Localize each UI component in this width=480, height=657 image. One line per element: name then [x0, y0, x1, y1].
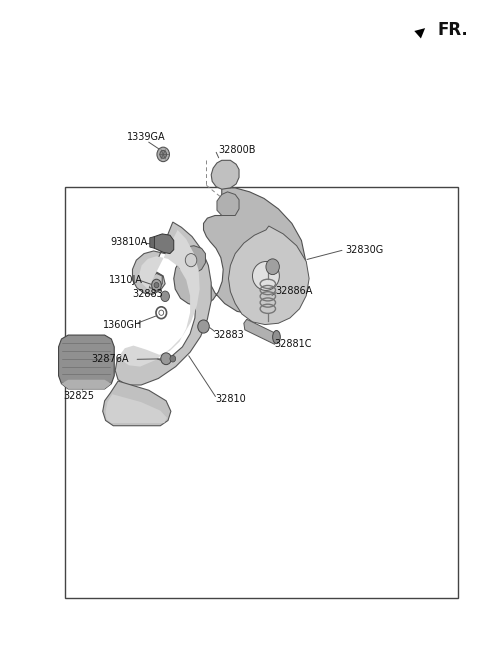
Polygon shape — [61, 380, 111, 389]
Polygon shape — [106, 394, 167, 423]
Polygon shape — [152, 234, 174, 254]
Polygon shape — [59, 335, 114, 389]
Text: 1339GA: 1339GA — [127, 131, 166, 142]
Text: 1310JA: 1310JA — [109, 275, 143, 285]
Polygon shape — [121, 230, 200, 367]
Ellipse shape — [198, 320, 209, 333]
Ellipse shape — [161, 291, 169, 302]
Text: 32886A: 32886A — [276, 286, 313, 296]
Text: 32883: 32883 — [213, 330, 244, 340]
Ellipse shape — [160, 150, 167, 158]
Polygon shape — [217, 192, 239, 215]
Text: FR.: FR. — [438, 21, 468, 39]
Text: 32876A: 32876A — [92, 354, 129, 365]
Bar — [65, 187, 458, 598]
Polygon shape — [115, 222, 211, 385]
Ellipse shape — [161, 353, 171, 365]
Text: 32881C: 32881C — [274, 338, 312, 349]
Text: 32810: 32810 — [216, 394, 246, 405]
Text: 32825: 32825 — [64, 391, 95, 401]
Ellipse shape — [252, 261, 279, 290]
Polygon shape — [211, 160, 239, 189]
Polygon shape — [174, 188, 305, 314]
Polygon shape — [228, 226, 309, 325]
Text: 32800B: 32800B — [218, 145, 256, 155]
Text: 1360GH: 1360GH — [103, 319, 142, 330]
Ellipse shape — [157, 147, 169, 162]
Text: 93810A: 93810A — [110, 237, 147, 248]
Ellipse shape — [273, 330, 280, 344]
Text: 32830G: 32830G — [346, 244, 384, 255]
Ellipse shape — [266, 259, 279, 275]
Ellipse shape — [185, 254, 197, 267]
Ellipse shape — [154, 283, 159, 288]
Ellipse shape — [170, 355, 176, 362]
Polygon shape — [178, 246, 205, 273]
Polygon shape — [103, 381, 171, 426]
Text: 32883: 32883 — [132, 288, 163, 299]
Polygon shape — [244, 319, 277, 344]
Polygon shape — [150, 237, 155, 248]
Ellipse shape — [152, 279, 161, 291]
